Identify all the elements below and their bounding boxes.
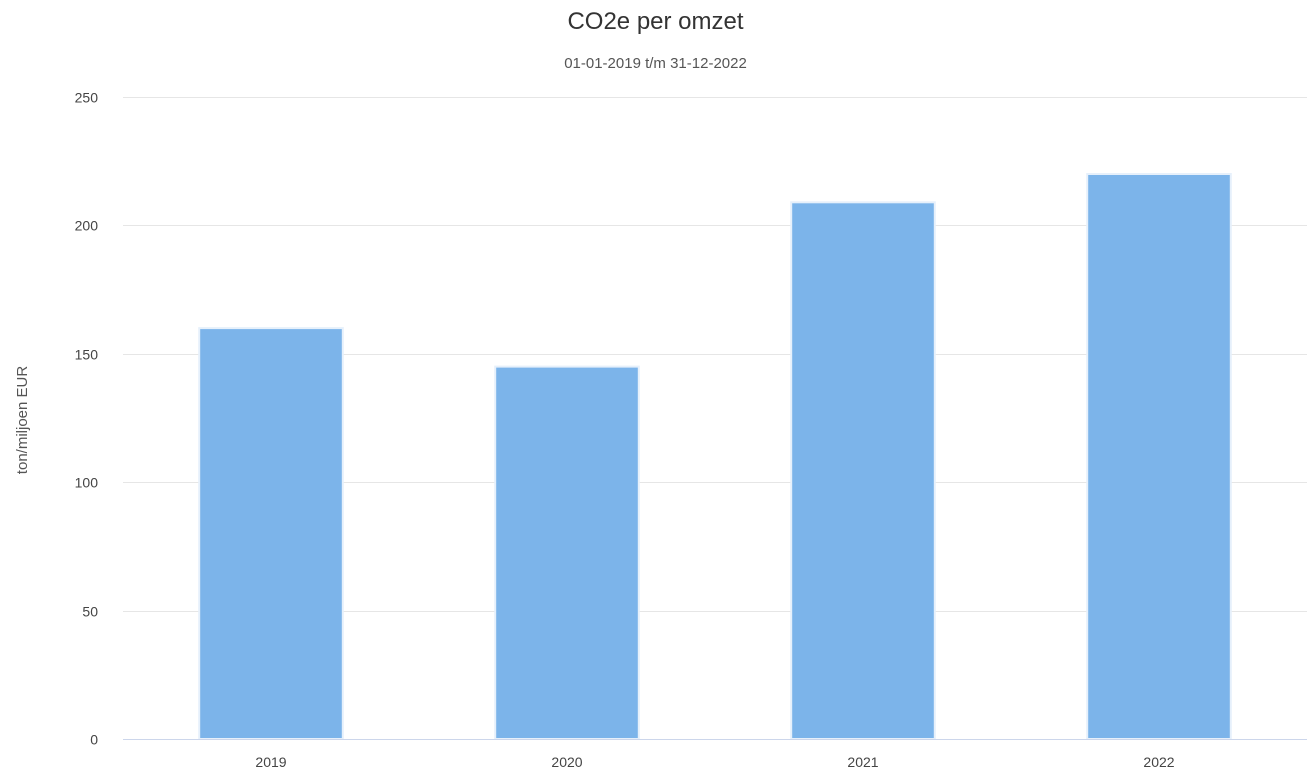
bar-series [198,173,1232,741]
bar-2021[interactable] [790,201,936,741]
y-tick-label: 100 [75,475,99,491]
chart-subtitle: 01-01-2019 t/m 31-12-2022 [564,55,747,72]
x-tick-label: 2019 [255,754,286,770]
bar-2020[interactable] [494,365,640,740]
axes: 0 50 100 150 200 250 2019 2020 2021 2022 [75,90,1307,770]
y-tick-label: 250 [75,90,99,106]
x-tick-label: 2020 [551,754,582,770]
chart-title: CO2e per omzet [567,8,744,35]
bar-2022[interactable] [1086,173,1232,740]
x-tick-label: 2022 [1143,754,1174,770]
y-tick-label: 200 [75,218,99,234]
x-tick-label: 2021 [847,754,878,770]
y-tick-label: 0 [90,732,98,748]
y-tick-label: 150 [75,347,99,363]
y-axis-title: ton/miljoen EUR [14,366,31,475]
y-tick-label: 50 [82,604,98,620]
bar-2019[interactable] [198,327,344,740]
